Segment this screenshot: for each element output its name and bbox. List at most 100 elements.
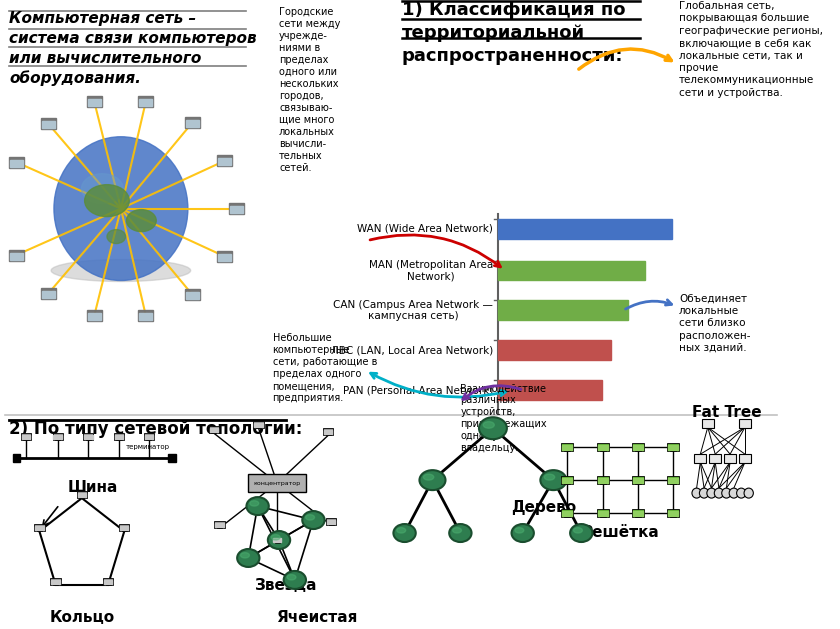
Ellipse shape: [284, 571, 306, 589]
Text: концентратор: концентратор: [254, 481, 301, 486]
Ellipse shape: [419, 470, 445, 490]
Bar: [139, 99, 152, 106]
Bar: [88, 313, 101, 320]
Bar: [497, 340, 611, 360]
Bar: [497, 301, 628, 320]
Ellipse shape: [246, 497, 269, 515]
Bar: [633, 511, 643, 516]
Text: Небольшие
компьютерные
сети, работающие в
пределах одного
помещения,
предприятия: Небольшие компьютерные сети, работающие …: [272, 333, 377, 403]
Bar: [633, 445, 643, 450]
Bar: [218, 159, 231, 165]
Bar: [562, 477, 572, 483]
Bar: [139, 96, 154, 107]
Bar: [51, 580, 60, 584]
Ellipse shape: [449, 524, 471, 542]
Text: Ячеистая: Ячеистая: [276, 610, 357, 625]
Bar: [87, 310, 102, 321]
Circle shape: [729, 488, 738, 498]
Bar: [114, 433, 124, 440]
Bar: [9, 250, 24, 260]
Ellipse shape: [249, 501, 259, 506]
Bar: [87, 96, 102, 108]
Ellipse shape: [483, 421, 494, 428]
Bar: [739, 419, 751, 428]
Bar: [144, 433, 154, 440]
Bar: [562, 445, 572, 450]
Text: MAN (Metropolitan Area
Network): MAN (Metropolitan Area Network): [369, 260, 493, 281]
Bar: [273, 538, 281, 542]
Bar: [50, 577, 60, 585]
Bar: [83, 433, 93, 440]
Circle shape: [706, 488, 717, 498]
Bar: [669, 445, 679, 450]
Bar: [185, 289, 200, 300]
Bar: [218, 155, 232, 166]
Bar: [701, 419, 714, 428]
Bar: [53, 433, 63, 440]
Bar: [632, 443, 644, 451]
Ellipse shape: [85, 185, 129, 216]
Bar: [139, 310, 154, 321]
Bar: [669, 477, 679, 483]
Circle shape: [714, 488, 723, 498]
Bar: [168, 454, 176, 462]
Bar: [54, 435, 62, 439]
Bar: [34, 524, 45, 532]
Bar: [103, 577, 113, 585]
Text: 1) Классификация по
территориальной
распространенности:: 1) Классификация по территориальной расп…: [402, 1, 625, 65]
Text: терминатор: терминатор: [126, 444, 171, 450]
Bar: [255, 423, 263, 427]
Ellipse shape: [51, 260, 191, 282]
Text: CAN (Campus Area Network —
кампусная сеть): CAN (Campus Area Network — кампусная сет…: [333, 299, 493, 321]
Ellipse shape: [127, 209, 156, 231]
Bar: [597, 477, 608, 483]
Bar: [40, 118, 55, 129]
Bar: [596, 508, 609, 517]
Ellipse shape: [107, 230, 125, 243]
Bar: [119, 524, 129, 532]
Bar: [497, 260, 645, 281]
Bar: [139, 313, 152, 320]
Bar: [229, 206, 243, 213]
Ellipse shape: [544, 474, 554, 480]
Bar: [596, 476, 609, 484]
Text: WAN (Wide Area Network): WAN (Wide Area Network): [357, 223, 493, 233]
Circle shape: [692, 488, 701, 498]
Text: Решётка: Решётка: [581, 525, 659, 540]
Ellipse shape: [393, 524, 416, 542]
Ellipse shape: [81, 174, 123, 204]
Bar: [497, 381, 602, 400]
Circle shape: [744, 488, 753, 498]
Ellipse shape: [570, 524, 592, 542]
Text: Городские
сети между
учрежде-
ниями в
пределах
одного или
нескольких
городов,
св: Городские сети между учрежде- ниями в пр…: [279, 7, 340, 173]
Bar: [669, 511, 679, 516]
Circle shape: [737, 488, 746, 498]
Bar: [76, 491, 87, 498]
Ellipse shape: [302, 511, 324, 529]
Bar: [667, 476, 680, 484]
Bar: [41, 121, 55, 128]
Text: PAN (Personal Area Network): PAN (Personal Area Network): [343, 386, 493, 395]
Bar: [739, 454, 751, 463]
Circle shape: [54, 136, 188, 281]
Bar: [115, 435, 123, 439]
Bar: [254, 421, 264, 428]
Bar: [632, 476, 644, 484]
Bar: [214, 521, 224, 528]
Text: Fat Tree: Fat Tree: [691, 405, 761, 420]
Bar: [10, 252, 23, 260]
Bar: [596, 443, 609, 451]
Circle shape: [722, 488, 731, 498]
Bar: [218, 254, 231, 261]
Bar: [249, 474, 306, 492]
Bar: [9, 157, 24, 168]
Text: 2) По типу сетевой топологии:: 2) По типу сетевой топологии:: [9, 420, 302, 438]
Text: Дерево: Дерево: [512, 500, 576, 515]
Text: Глобальная сеть,
покрывающая большие
географические регионы,
включающие в себя к: Глобальная сеть, покрывающая большие гео…: [679, 1, 823, 97]
Ellipse shape: [271, 535, 280, 540]
Bar: [633, 477, 643, 483]
Bar: [724, 454, 736, 463]
Ellipse shape: [306, 515, 314, 520]
Bar: [562, 511, 572, 516]
Ellipse shape: [540, 470, 566, 490]
